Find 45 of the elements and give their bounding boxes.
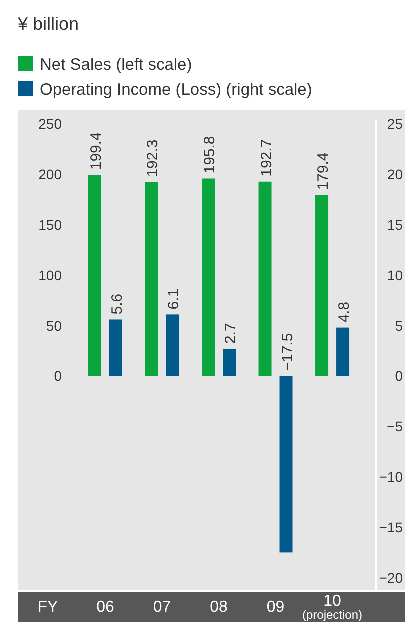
bar xyxy=(316,195,329,376)
chart-title: ¥ billion xyxy=(17,14,80,34)
data-label: 6.1 xyxy=(166,288,183,310)
legend-label: Operating Income (Loss) (right scale) xyxy=(40,81,312,99)
y-tick-label: 200 xyxy=(38,166,62,183)
data-label: 195.8 xyxy=(202,136,218,174)
data-label: 5.6 xyxy=(108,294,126,315)
y2-tick-label: 25 xyxy=(387,116,404,132)
data-label: 2.7 xyxy=(222,323,240,344)
y2-tick-label: 0 xyxy=(395,368,404,384)
y2-tick-label: 20 xyxy=(387,166,404,183)
y2-tick-label: −5 xyxy=(387,418,404,435)
y2-tick-label: −20 xyxy=(379,570,404,586)
bar xyxy=(88,175,102,376)
data-label: 192.7 xyxy=(258,139,276,177)
y-tick-label: 0 xyxy=(54,368,62,384)
y-tick-label: 150 xyxy=(38,216,62,233)
y2-tick-label: −10 xyxy=(379,469,404,486)
y-tick-label: 50 xyxy=(46,318,62,334)
data-label: −17.5 xyxy=(279,333,296,372)
y2-tick-label: 10 xyxy=(387,267,404,284)
bar xyxy=(223,348,236,376)
bar xyxy=(280,376,293,553)
y-tick-label: 100 xyxy=(38,267,62,284)
data-label: 4.8 xyxy=(336,302,354,323)
data-label: 199.4 xyxy=(88,132,105,170)
y2-tick-label: −15 xyxy=(379,519,404,536)
data-label: 179.4 xyxy=(315,152,332,190)
bar xyxy=(166,314,180,376)
bar xyxy=(145,182,158,376)
legend-label: Net Sales (left scale) xyxy=(40,56,192,74)
x-tick-label: 09 xyxy=(266,599,285,616)
bar xyxy=(202,178,215,376)
y2-tick-label: 5 xyxy=(395,318,404,334)
x-tick-label: 07 xyxy=(153,599,172,616)
data-label: 192.3 xyxy=(144,140,162,178)
y2-tick-label: 15 xyxy=(387,216,404,233)
y-tick-label: 250 xyxy=(38,116,62,132)
bar xyxy=(258,182,272,376)
bar xyxy=(336,328,350,376)
x-tick-label: 06 xyxy=(96,599,114,616)
x-tick-label: 10 (projection) xyxy=(302,593,363,622)
x-tick-label: 08 xyxy=(210,599,228,616)
bar xyxy=(109,320,122,376)
x-axis-title: FY xyxy=(38,599,59,616)
